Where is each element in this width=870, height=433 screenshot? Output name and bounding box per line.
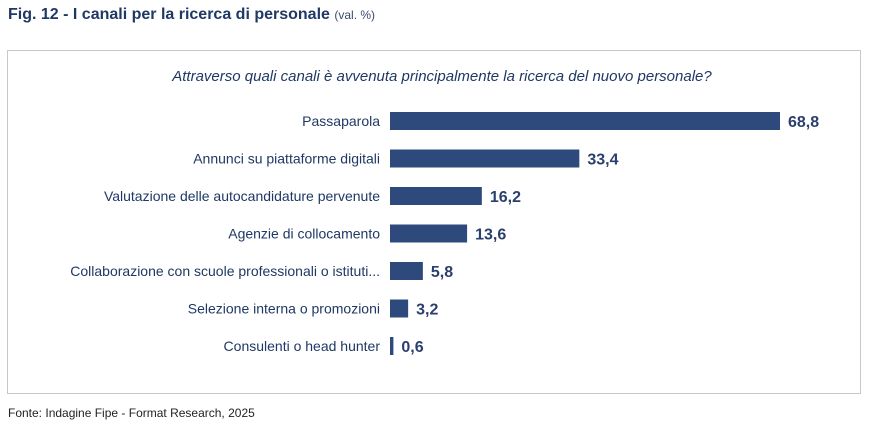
value-label: 5,8 (431, 264, 453, 281)
bar (390, 112, 780, 130)
category-label: Consulenti o head hunter (224, 338, 381, 354)
category-label: Valutazione delle autocandidature perven… (104, 188, 380, 204)
category-label: Passaparola (302, 113, 380, 129)
figure-title: Fig. 12 - I canali per la ricerca di per… (8, 6, 375, 24)
source-note: Fonte: Indagine Fipe - Format Research, … (8, 406, 255, 420)
bar (390, 262, 423, 280)
bar (390, 187, 482, 205)
value-label: 3,2 (416, 302, 438, 319)
value-label: 68,8 (788, 114, 819, 131)
bar (390, 149, 580, 168)
chart-question: Attraverso quali canali è avvenuta princ… (171, 68, 712, 85)
category-label: Selezione interna o promozioni (188, 301, 380, 317)
bar (390, 337, 394, 355)
category-label: Agenzie di collocamento (228, 226, 380, 242)
figure-unit: (val. %) (334, 8, 376, 22)
value-label: 16,2 (490, 189, 521, 206)
category-label: Collaborazione con scuole professionali … (70, 263, 380, 279)
bar-chart: Attraverso quali canali è avvenuta princ… (70, 68, 819, 356)
category-label: Annunci su piattaforme digitali (193, 151, 380, 167)
bar (390, 224, 468, 243)
bar (390, 299, 409, 318)
value-label: 13,6 (475, 227, 506, 244)
value-label: 0,6 (401, 339, 423, 356)
chart-marks: Passaparola 68,8 Annunci su piattaforme di… (70, 112, 819, 356)
value-label: 33,4 (587, 152, 618, 169)
chart-container: Attraverso quali canali è avvenuta princ… (7, 50, 861, 394)
figure-title-text: Fig. 12 - I canali per la ricerca di per… (8, 6, 330, 23)
